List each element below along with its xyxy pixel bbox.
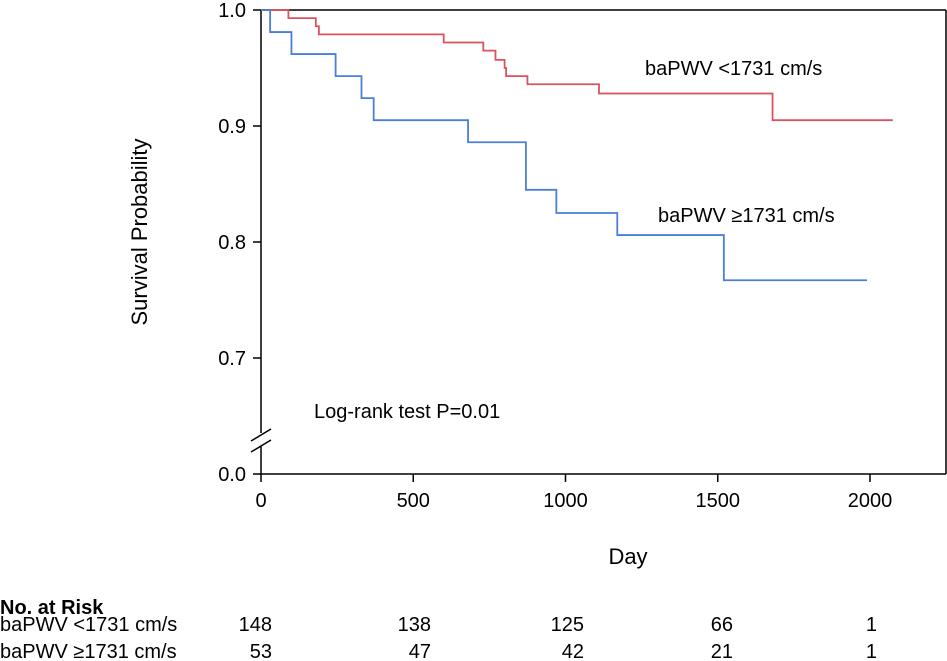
risk-value: 66: [711, 614, 733, 636]
series-label-low: baPWV <1731 cm/s: [645, 58, 822, 80]
y-axis-break-mark-1: [250, 428, 272, 442]
risk-table-title: No. at Risk: [0, 597, 104, 619]
series-line-low: [261, 9, 893, 122]
x-tick-label: 2000: [848, 490, 893, 512]
risk-value: 1: [866, 641, 877, 661]
y-tick-label: 0.7: [218, 348, 246, 370]
risk-row-label-low: baPWV <1731 cm/s: [0, 614, 177, 636]
y-ticks: 1.0 0.9 0.8 0.7 0.0: [218, 0, 261, 486]
x-tick-label: 500: [397, 490, 430, 512]
risk-value: 21: [711, 641, 733, 661]
log-rank-annotation: Log-rank test P=0.01: [314, 401, 500, 423]
risk-value: 53: [250, 641, 272, 661]
risk-value: 138: [398, 614, 431, 636]
y-tick-label: 0.9: [218, 116, 246, 138]
risk-value: 125: [551, 614, 584, 636]
series-line-high: [261, 9, 867, 282]
x-tick-label: 1000: [543, 490, 588, 512]
y-axis-title: Survival Probability: [127, 138, 152, 325]
risk-values: 148 138 125 66 1 53 47 42 21 1: [239, 614, 877, 661]
y-axis-break-mark-2: [250, 439, 272, 453]
y-tick-label: 0.0: [218, 464, 246, 486]
x-ticks: 0 500 1000 1500 2000: [255, 474, 892, 512]
risk-value: 47: [409, 641, 431, 661]
risk-value: 1: [866, 614, 877, 636]
y-tick-label: 0.8: [218, 232, 246, 254]
risk-row-label-high: baPWV ≥1731 cm/s: [0, 641, 177, 661]
series-label-high: baPWV ≥1731 cm/s: [658, 205, 835, 227]
x-tick-label: 0: [255, 490, 266, 512]
x-axis-title: Day: [608, 544, 647, 569]
risk-value: 148: [239, 614, 272, 636]
series-layer: [261, 9, 893, 282]
x-tick-label: 1500: [696, 490, 741, 512]
risk-value: 42: [562, 641, 584, 661]
y-tick-label: 1.0: [218, 0, 246, 22]
